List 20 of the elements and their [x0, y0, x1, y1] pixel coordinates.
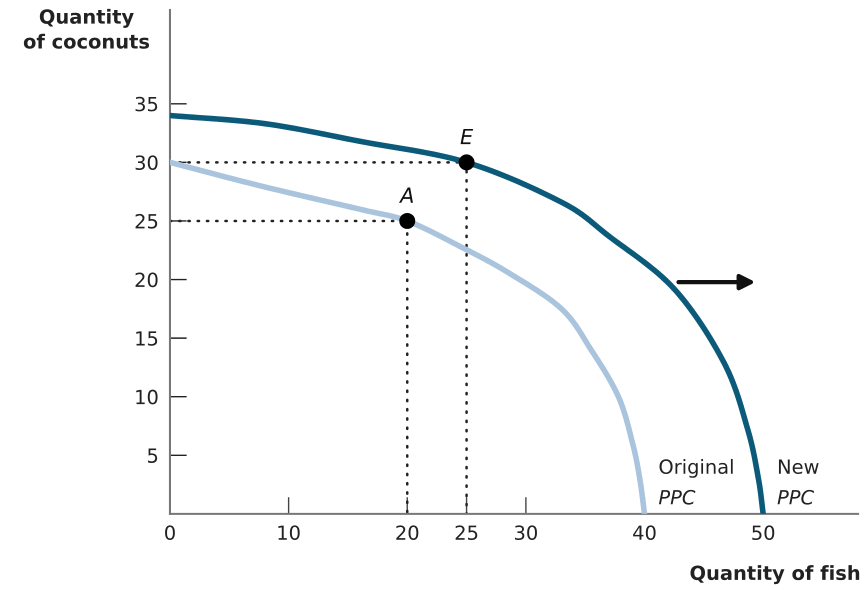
- y-tick-label: 5: [148, 448, 158, 463]
- y-tick-label: 30: [136, 155, 158, 170]
- y-axis-title: Quantity of coconuts: [24, 8, 150, 49]
- y-tick-label: 25: [136, 214, 158, 229]
- annotation: A: [399, 188, 413, 203]
- y-tick-label: 10: [136, 390, 158, 404]
- x-tick-label: 50: [752, 525, 774, 540]
- x-tick-label: 25: [456, 525, 478, 540]
- series-label: New PPC: [778, 460, 819, 505]
- x-axis-title: Quantity of fish: [690, 565, 860, 584]
- y-tick-label: 35: [136, 96, 158, 112]
- x-tick-label: 30: [515, 525, 537, 540]
- x-tick-label: 10: [278, 525, 300, 540]
- annotation: E: [460, 128, 474, 144]
- x-tick-label: 20: [396, 525, 418, 540]
- x-tick-label: 40: [633, 525, 656, 540]
- series-label: Original PPC: [658, 458, 733, 505]
- y-tick-label: 15: [136, 331, 158, 346]
- x-tick-label: 0: [165, 525, 175, 540]
- y-tick-label: 20: [136, 272, 158, 288]
